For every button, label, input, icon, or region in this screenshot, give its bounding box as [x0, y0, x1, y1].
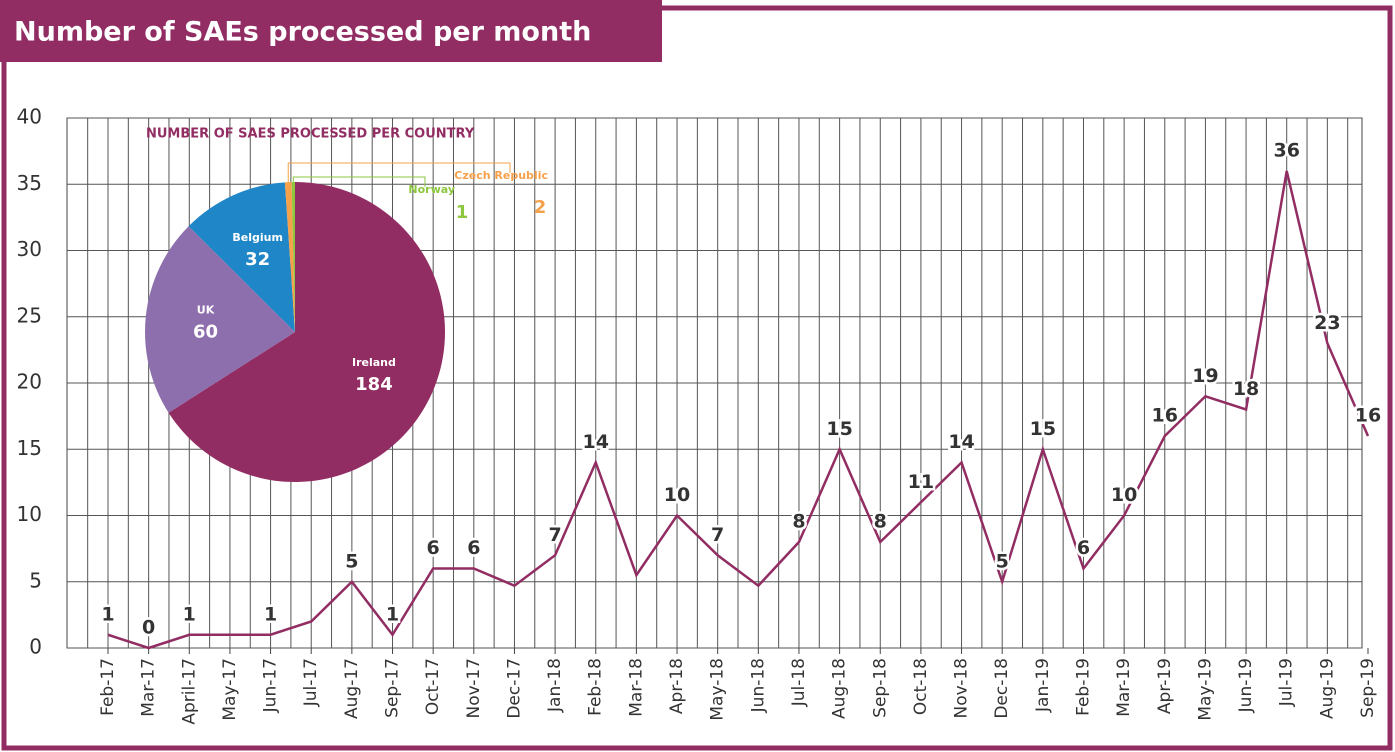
line	[107, 170, 1370, 650]
x-tick-label: Oct-17	[423, 658, 443, 715]
x-tick-label: Feb-17	[98, 658, 118, 716]
x-tick-label: Jul-19	[1277, 658, 1297, 707]
data-label: 7	[548, 524, 561, 546]
x-tick-label: Aug-18	[830, 658, 850, 719]
data-label: 18	[1233, 378, 1259, 400]
data-label: 16	[1152, 405, 1178, 427]
data-label: 19	[1192, 365, 1218, 387]
pie-slice	[145, 226, 295, 413]
data-label: 36	[1273, 140, 1299, 162]
x-tick-label: Mar-17	[139, 658, 159, 717]
x-tick-label: Nov-18	[952, 658, 972, 719]
x-tick-label: Aug-17	[342, 658, 362, 719]
y-tick-label: 40	[17, 105, 42, 129]
data-label: 10	[664, 484, 690, 506]
data-label: 6	[1077, 537, 1090, 559]
data-label: 10	[1111, 484, 1137, 506]
x-tick-label: Jun-17	[261, 658, 281, 713]
y-tick-label: 0	[29, 635, 42, 659]
x-tick-label: Apr-18	[667, 658, 687, 714]
pie-label-value: 1	[456, 202, 469, 223]
data-label: 1	[264, 603, 277, 625]
x-tick-label: April-17	[179, 658, 199, 725]
data-label: 6	[467, 537, 480, 559]
x-tick-label: Jan-19	[1033, 658, 1053, 713]
y-tick-label: 20	[17, 370, 42, 394]
data-label: 1	[386, 603, 399, 625]
x-tick-label: Dec-18	[992, 658, 1012, 719]
frame	[1, 5, 1393, 751]
pie-label-name: Czech Republic	[454, 169, 548, 182]
data-label: 1	[101, 603, 114, 625]
pie-label-value: 32	[245, 249, 270, 270]
x-tick-label: May-18	[708, 658, 728, 721]
x-tick-label: Oct-18	[911, 658, 931, 715]
pie-label-value: 184	[355, 374, 393, 395]
y-tick-label: 25	[17, 303, 42, 327]
x-tick-label: Mar-19	[1114, 658, 1134, 717]
data-label: 14	[583, 431, 609, 453]
data-label: 6	[427, 537, 440, 559]
pie-label-value: 60	[193, 321, 218, 342]
x-tick-label: Jul-18	[789, 658, 809, 707]
pie-label-name: Belgium	[232, 231, 283, 244]
y-tick-label: 30	[17, 237, 42, 261]
x-tick-label: Jul-17	[301, 658, 321, 707]
pie-slice	[291, 182, 295, 332]
x-tick-label: Nov-17	[464, 658, 484, 719]
data-label: 7	[711, 524, 724, 546]
data-label: 11	[908, 471, 934, 493]
y-tick-label: 35	[17, 171, 42, 195]
leader-line	[292, 176, 426, 187]
x-tick-label: Sep-18	[870, 658, 890, 718]
pie-slice	[168, 182, 445, 483]
x-tick-label: Jun-19	[1236, 658, 1256, 713]
pie-title: NUMBER OF SAES PROCESSED PER COUNTRY	[146, 127, 475, 142]
y-tick-label: 5	[29, 568, 42, 592]
header-bar	[0, 0, 662, 62]
x-tick-label: May-19	[1195, 658, 1215, 721]
x-tick-label: Jan-18	[545, 658, 565, 713]
x-tick-label: Apr-19	[1155, 658, 1175, 714]
y-tick-label: 10	[17, 502, 42, 526]
pie-slice	[284, 182, 295, 332]
data-label: 16	[1355, 405, 1381, 427]
x-tick-label: May-17	[220, 658, 240, 721]
x-tick-label: Aug-19	[1317, 658, 1337, 719]
data-label: 14	[948, 431, 974, 453]
x-tick-label: Mar-18	[626, 658, 646, 717]
pie-label-value: 2	[534, 197, 547, 218]
x-tick-label: Feb-18	[586, 658, 606, 716]
data-label: 5	[345, 550, 358, 572]
x-tick-label: Jun-18	[748, 658, 768, 713]
pie-label-name: UK	[197, 303, 215, 316]
pie-label-name: Norway	[408, 183, 455, 196]
x-tick-label: Feb-19	[1073, 658, 1093, 716]
data-label: 23	[1314, 312, 1340, 334]
x-tick-label: Dec-17	[504, 658, 524, 719]
data-label: 5	[996, 550, 1009, 572]
data-label: 8	[874, 511, 887, 533]
data-label: 15	[826, 418, 852, 440]
pie-slice	[188, 182, 295, 332]
leader-line	[287, 162, 511, 183]
y-tick-label: 15	[17, 436, 42, 460]
x-tick-label: Sep-19	[1358, 658, 1378, 718]
data-label: 15	[1030, 418, 1056, 440]
chart-title: Number of SAEs processed per month	[14, 17, 591, 48]
pie-label-name: Ireland	[352, 356, 396, 369]
data-label: 1	[183, 603, 196, 625]
data-label: 8	[792, 511, 805, 533]
x-tick-label: Sep-17	[383, 658, 403, 718]
data-label: 0	[142, 617, 155, 639]
